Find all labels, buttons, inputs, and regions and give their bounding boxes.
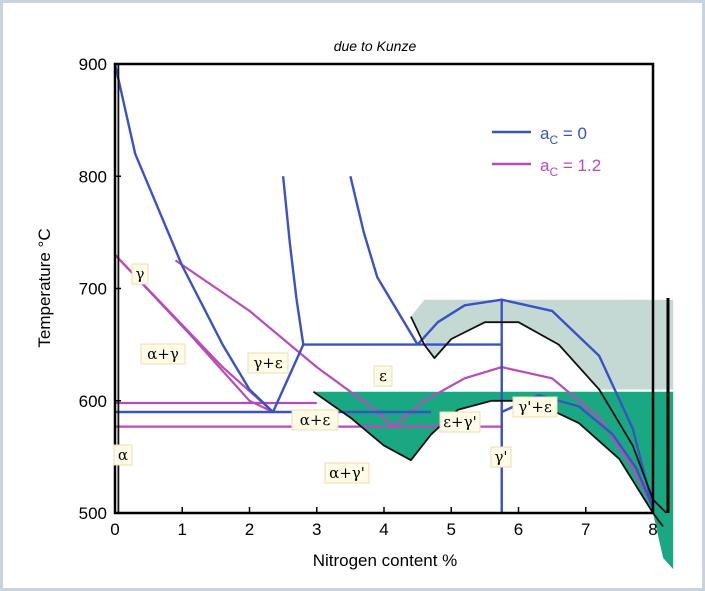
boundary-ac0-2: [281, 176, 305, 345]
legend-label-ac0: aC = 0: [540, 124, 587, 147]
label-alpha-gamma: α+γ: [147, 345, 179, 363]
y-axis-label: Temperature °C: [35, 228, 54, 347]
x-tick-label-0: 0: [110, 520, 119, 539]
y-tick-label-1: 600: [79, 392, 107, 411]
legend-label-ac12: aC = 1.2: [540, 156, 601, 179]
boundary-ac12-5: [393, 366, 654, 508]
phase-fill-0: [410, 299, 674, 390]
label-alpha-epsilon: α+ε: [300, 411, 331, 429]
label-epsilon-gammaprime: ε+γ': [443, 413, 476, 431]
label-gammaprime-epsilon: γ'+ε: [518, 398, 552, 416]
x-tick-label-1: 1: [178, 520, 187, 539]
x-tick-label-8: 8: [648, 520, 657, 539]
x-tick-label-6: 6: [514, 520, 523, 539]
x-tick-label-2: 2: [245, 520, 254, 539]
x-tick-labels: 0 1 2 3 4 5 6 7 8: [110, 507, 658, 539]
phase-fill-1: [313, 391, 674, 570]
chart-title: due to Kunze: [334, 38, 417, 54]
phase-fills: [313, 299, 674, 570]
label-epsilon: ε: [379, 367, 387, 385]
boundary-black-0: [410, 316, 668, 514]
label-alpha: α: [118, 446, 128, 464]
y-tick-label-0: 500: [79, 504, 107, 523]
boundary-ac0-6: [416, 298, 655, 508]
x-tick-label-3: 3: [312, 520, 321, 539]
y-tick-labels: 500 600 700 800 900: [79, 55, 121, 523]
x-tick-label-5: 5: [447, 520, 456, 539]
boundary-ac0-3: [349, 176, 419, 346]
y-tick-label-2: 700: [79, 280, 107, 299]
label-alpha-gammaprime: α+γ': [329, 464, 365, 482]
x-tick-label-4: 4: [379, 520, 388, 539]
boundary-ac0-1: [271, 344, 305, 413]
y-tick-label-3: 800: [79, 167, 107, 186]
label-gamma: γ: [136, 265, 145, 283]
label-gamma-epsilon: γ+ε: [253, 354, 283, 372]
boundary-ac0-0: [113, 63, 274, 413]
y-tick-label-4: 900: [79, 55, 107, 74]
legend: aC = 0 aC = 1.2: [492, 124, 601, 179]
boundary-black-1: [312, 391, 664, 528]
region-labels: γ α+γ γ+ε ε α+ε ε+γ' γ'+ε α α+γ' γ': [113, 263, 558, 484]
x-axis-label: Nitrogen content %: [313, 551, 458, 570]
x-tick-label-7: 7: [581, 520, 590, 539]
label-gammaprime: γ': [494, 448, 507, 466]
